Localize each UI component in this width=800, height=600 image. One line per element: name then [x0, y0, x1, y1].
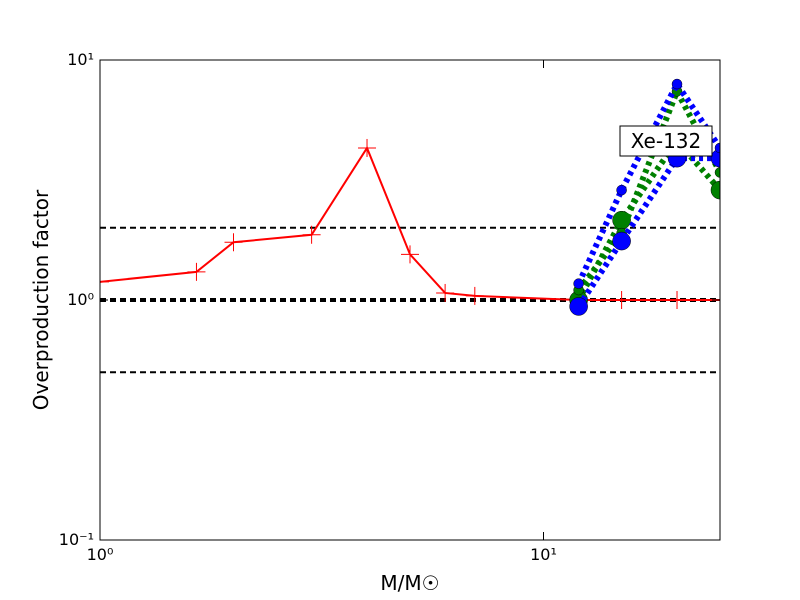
marker — [436, 283, 455, 302]
marker — [616, 184, 627, 196]
marker — [612, 231, 631, 251]
marker — [187, 262, 206, 281]
marker — [401, 245, 419, 264]
series-line — [100, 145, 720, 301]
marker — [224, 233, 243, 252]
marker — [569, 297, 588, 316]
plot-area — [100, 78, 720, 374]
y-tick-label: 10⁰ — [67, 290, 94, 309]
x-tick-label: 10¹ — [530, 545, 557, 564]
marker — [710, 180, 720, 200]
annotation-box — [619, 125, 713, 157]
marker — [714, 167, 720, 178]
marker — [710, 148, 720, 168]
marker — [302, 225, 321, 244]
series-line — [575, 136, 720, 302]
x-tick-label: 10⁰ — [87, 545, 114, 564]
marker — [573, 278, 584, 289]
series-line — [576, 84, 720, 292]
y-tick-label: 10⁻¹ — [59, 530, 94, 549]
y-tick-label: 10¹ — [67, 50, 94, 69]
annotation: Xe-132 — [631, 129, 702, 153]
marker — [100, 272, 109, 291]
y-axis-label: Overproduction factor — [29, 189, 53, 410]
marker — [668, 291, 687, 309]
marker — [714, 142, 720, 154]
marker — [358, 138, 377, 157]
marker — [671, 78, 683, 90]
series-line — [576, 155, 720, 309]
x-axis-label: M/M☉ — [380, 571, 439, 595]
marker — [465, 286, 484, 305]
marker — [612, 291, 631, 309]
